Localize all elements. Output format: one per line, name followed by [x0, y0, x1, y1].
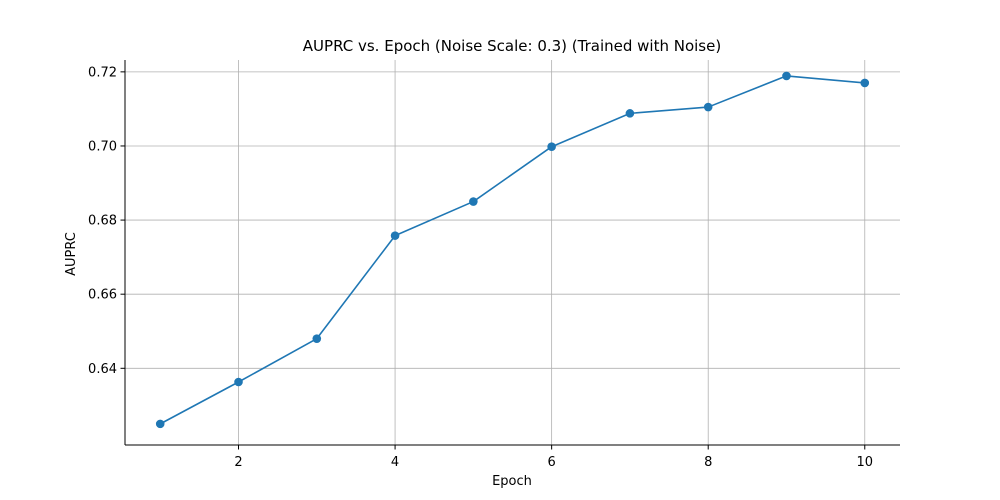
- y-tick-label: 0.64: [88, 362, 117, 377]
- y-axis-label: AUPRC: [64, 232, 79, 276]
- y-tick-label: 0.66: [88, 288, 117, 303]
- data-point: [469, 197, 478, 206]
- data-point: [703, 102, 713, 112]
- x-axis-label: Epoch: [492, 474, 532, 489]
- x-tick-label: 6: [548, 455, 556, 470]
- data-point: [312, 334, 322, 343]
- grid: [125, 60, 900, 445]
- x-tick-label: 8: [704, 455, 712, 470]
- x-tick-label: 10: [856, 455, 873, 470]
- y-tick-label: 0.70: [88, 139, 117, 154]
- data-point: [390, 231, 400, 240]
- series: [155, 71, 870, 429]
- x-tick-label: 2: [234, 455, 242, 470]
- data-point: [234, 377, 243, 387]
- x-tick-label: 4: [391, 455, 399, 470]
- y-tick-label: 0.68: [88, 214, 117, 229]
- chart-title: AUPRC vs. Epoch (Noise Scale: 0.3) (Trai…: [303, 37, 721, 55]
- data-point: [155, 419, 165, 429]
- series-line: [159, 75, 865, 425]
- ticks: 2 4 6 8 10 0.64 0.66 0.68 0.70 0.72: [88, 65, 873, 470]
- y-tick-label: 0.72: [88, 65, 117, 80]
- data-point: [860, 78, 870, 88]
- data-point: [625, 109, 635, 118]
- data-point: [782, 71, 791, 81]
- data-point: [547, 142, 556, 152]
- axes: [124, 60, 900, 446]
